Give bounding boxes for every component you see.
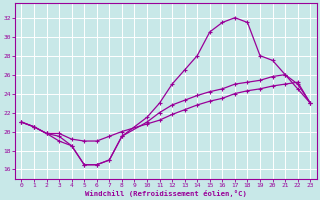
X-axis label: Windchill (Refroidissement éolien,°C): Windchill (Refroidissement éolien,°C) [85, 190, 247, 197]
